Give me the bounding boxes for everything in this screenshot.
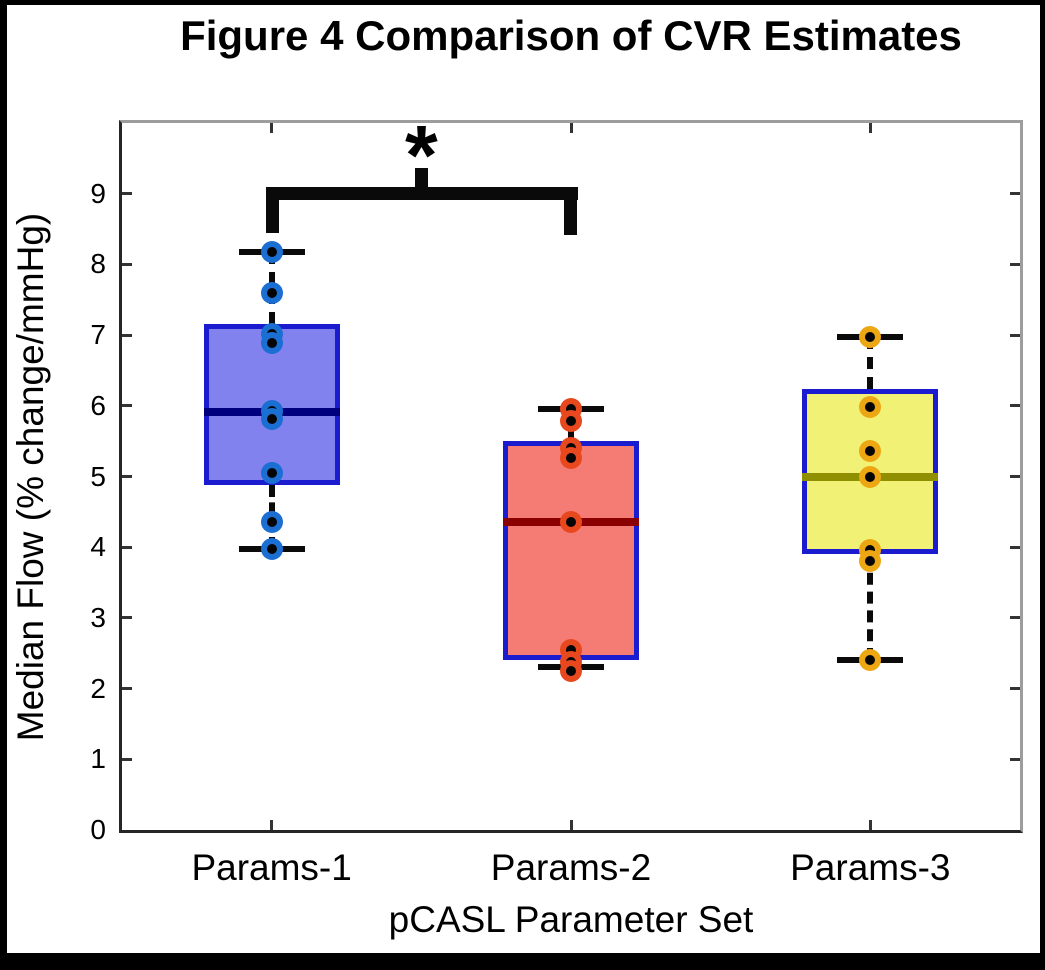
data-point-core bbox=[566, 453, 576, 464]
data-point-core bbox=[865, 555, 876, 566]
data-point-params-1 bbox=[260, 461, 283, 484]
significance-bracket-stub bbox=[414, 168, 428, 194]
x-tick-bottom bbox=[569, 820, 573, 830]
y-tick-left bbox=[122, 616, 132, 620]
data-point-core bbox=[566, 665, 576, 676]
y-tick-left bbox=[122, 333, 132, 337]
data-point-core bbox=[566, 404, 576, 415]
data-point-params-3 bbox=[859, 549, 882, 572]
y-tick-label: 7 bbox=[90, 319, 106, 351]
data-point-core bbox=[865, 446, 876, 457]
data-point-params-3 bbox=[859, 395, 882, 418]
data-point-params-1 bbox=[260, 240, 283, 263]
y-tick-right bbox=[1010, 404, 1020, 408]
y-tick-label: 9 bbox=[90, 177, 106, 209]
y-tick-label: 3 bbox=[90, 601, 106, 633]
whisker-lower-params-3 bbox=[867, 553, 874, 660]
y-tick-right bbox=[1010, 475, 1020, 478]
data-point-core bbox=[865, 654, 876, 665]
data-point-params-1 bbox=[260, 281, 283, 304]
x-tick-top bbox=[868, 123, 872, 133]
data-point-params-1 bbox=[260, 538, 283, 561]
whisker-upper-params-3 bbox=[867, 336, 874, 389]
y-tick-left bbox=[122, 262, 132, 266]
x-tick-bottom bbox=[868, 820, 872, 830]
x-tick-bottom bbox=[270, 820, 274, 830]
data-point-core bbox=[266, 246, 277, 257]
y-tick-left bbox=[122, 192, 132, 196]
data-point-params-3 bbox=[859, 440, 882, 463]
box-params-2 bbox=[503, 441, 639, 661]
data-point-core bbox=[566, 416, 576, 427]
data-point-core bbox=[865, 472, 876, 483]
y-tick-label: 2 bbox=[90, 672, 106, 704]
y-tick-label: 4 bbox=[90, 531, 106, 563]
x-tick-label: Params-1 bbox=[191, 847, 352, 888]
y-tick-label: 5 bbox=[90, 460, 106, 492]
data-point-core bbox=[266, 467, 277, 478]
y-tick-label: 1 bbox=[90, 743, 106, 775]
data-point-core bbox=[266, 287, 277, 298]
data-point-params-2 bbox=[560, 410, 582, 433]
data-point-core bbox=[266, 413, 277, 424]
y-tick-right bbox=[1010, 545, 1020, 549]
y-tick-right bbox=[1010, 192, 1020, 196]
x-axis-label: pCASL Parameter Set bbox=[388, 899, 754, 940]
data-point-core bbox=[566, 644, 576, 655]
y-tick-left bbox=[122, 757, 132, 761]
y-tick-label: 6 bbox=[90, 389, 106, 421]
data-point-core bbox=[266, 337, 277, 348]
chart-title: Figure 4 Comparison of CVR Estimates bbox=[180, 12, 962, 59]
y-tick-left bbox=[122, 545, 132, 549]
y-tick-right bbox=[1010, 687, 1020, 691]
x-tick-label: Params-2 bbox=[490, 847, 652, 888]
significance-bracket-left-leg bbox=[265, 187, 279, 233]
data-point-params-2 bbox=[560, 659, 582, 682]
data-point-params-1 bbox=[260, 331, 283, 354]
data-point-params-2 bbox=[560, 510, 582, 533]
y-tick-left bbox=[122, 475, 132, 478]
data-point-core bbox=[865, 331, 876, 342]
data-point-params-1 bbox=[260, 511, 283, 534]
data-point-params-2 bbox=[560, 447, 582, 470]
y-tick-right bbox=[1010, 757, 1020, 761]
x-tick-top bbox=[270, 123, 274, 133]
significance-asterisk: * bbox=[404, 108, 438, 202]
y-tick-left bbox=[122, 404, 132, 408]
y-tick-label: 0 bbox=[90, 814, 106, 845]
data-point-params-3 bbox=[859, 648, 882, 671]
plot-area: * bbox=[119, 113, 1023, 833]
y-tick-right bbox=[1010, 616, 1020, 620]
y-tick-label: 8 bbox=[90, 248, 106, 280]
data-point-core bbox=[266, 517, 277, 528]
data-point-core bbox=[266, 544, 277, 555]
y-tick-right bbox=[1010, 333, 1020, 337]
data-point-core bbox=[566, 516, 576, 527]
data-point-params-1 bbox=[260, 407, 283, 430]
significance-bracket-right-leg bbox=[564, 187, 577, 235]
y-tick-right bbox=[1010, 262, 1020, 266]
data-point-params-3 bbox=[859, 325, 882, 348]
x-tick-top bbox=[569, 123, 573, 133]
data-point-core bbox=[865, 401, 876, 412]
x-tick-label: Params-3 bbox=[790, 847, 951, 888]
y-tick-left bbox=[122, 687, 132, 691]
data-point-params-3 bbox=[859, 466, 882, 489]
significance-bracket-bar bbox=[265, 187, 578, 201]
